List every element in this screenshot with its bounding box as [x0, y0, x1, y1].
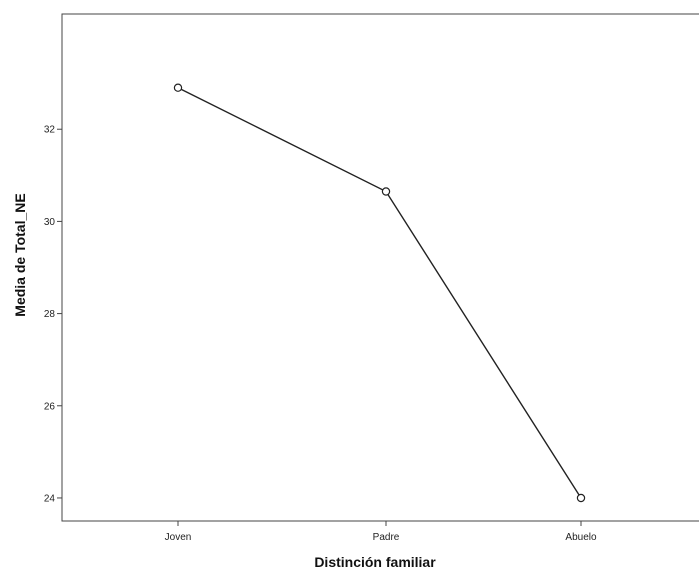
- series-layer: [173, 83, 586, 503]
- plot-area: [61, 13, 699, 522]
- x-tick-label: Padre: [373, 532, 400, 543]
- x-axis-title: Distinción familiar: [314, 554, 436, 570]
- x-tick-label: Joven: [165, 532, 192, 543]
- y-tick-label: 24: [44, 493, 56, 504]
- data-point: [381, 187, 391, 196]
- y-tick-label: 26: [44, 401, 56, 412]
- data-point: [173, 83, 183, 92]
- y-axis-title: Media de Total_NE: [12, 193, 28, 316]
- y-tick-label: 30: [44, 217, 56, 228]
- data-point: [576, 493, 586, 503]
- x-tick-label: Abuelo: [565, 532, 597, 543]
- y-tick-label: 32: [44, 125, 56, 136]
- y-axis-ticks: 24 26 28 30 32: [44, 125, 62, 504]
- y-tick-label: 28: [44, 309, 56, 320]
- x-axis-ticks: Joven Padre Abuelo: [165, 521, 597, 543]
